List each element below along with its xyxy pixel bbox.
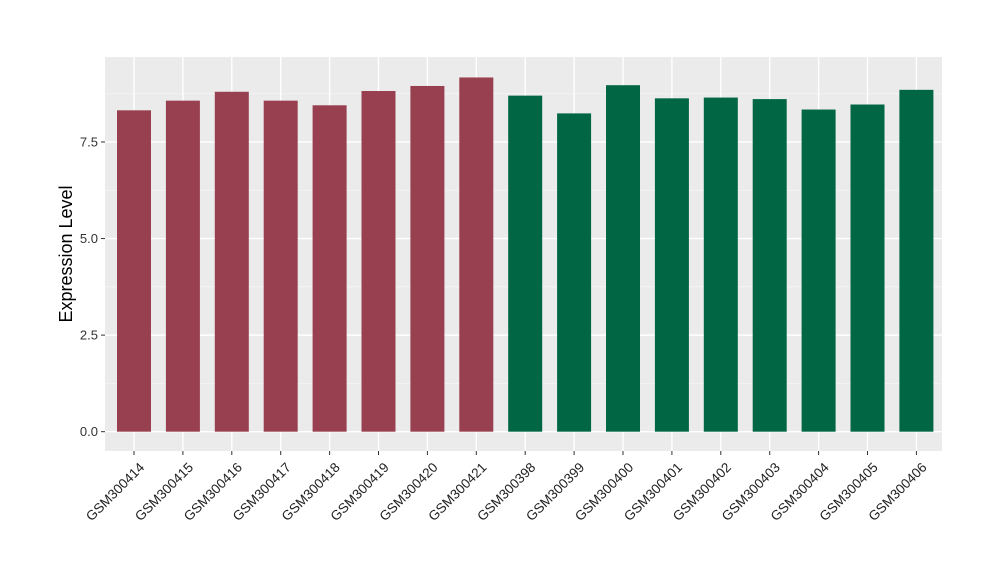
- bar: [606, 85, 640, 432]
- y-tick-label: 2.5: [80, 328, 98, 343]
- bar: [263, 100, 298, 432]
- bar: [459, 77, 494, 432]
- bar: [654, 98, 689, 432]
- x-axis: GSM300414GSM300415GSM300416GSM300417GSM3…: [83, 451, 930, 524]
- y-tick-label: 5.0: [80, 231, 98, 246]
- bar: [361, 90, 396, 432]
- bar: [214, 91, 249, 432]
- bar: [410, 85, 445, 432]
- bar: [165, 100, 200, 432]
- bar: [312, 105, 347, 432]
- bar: [557, 113, 592, 432]
- y-axis: 0.0 2.5 5.0 7.5: [80, 134, 105, 439]
- bar: [508, 95, 543, 432]
- y-axis-title: Expression Level: [56, 185, 76, 322]
- bars: [117, 77, 934, 432]
- bar: [801, 109, 836, 432]
- bar: [899, 89, 934, 432]
- bar: [752, 99, 787, 432]
- y-tick-label: 7.5: [80, 134, 98, 149]
- bar: [850, 104, 885, 432]
- bar: [703, 97, 738, 432]
- y-tick-label: 0.0: [80, 424, 98, 439]
- bar: [117, 110, 151, 432]
